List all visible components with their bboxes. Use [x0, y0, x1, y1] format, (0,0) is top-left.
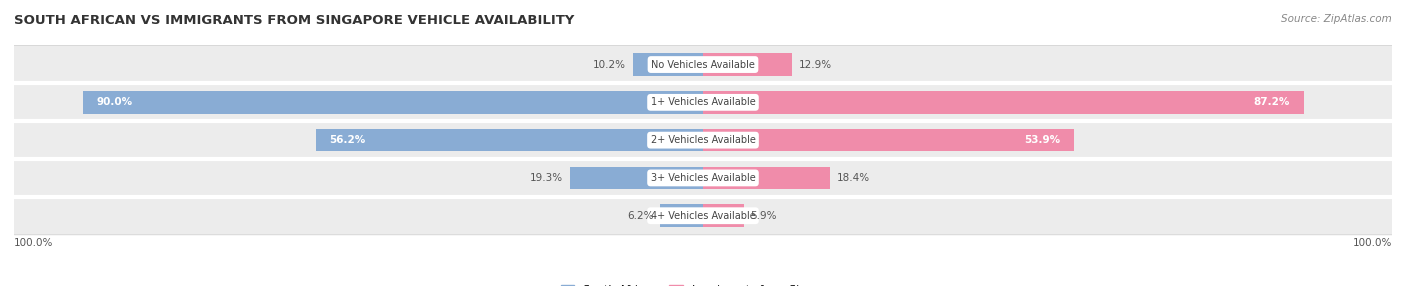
FancyBboxPatch shape	[0, 197, 1406, 235]
Bar	[703, 53, 792, 76]
Text: 19.3%: 19.3%	[530, 173, 564, 183]
Text: 10.2%: 10.2%	[593, 59, 626, 69]
Bar	[661, 204, 703, 227]
Text: 6.2%: 6.2%	[627, 211, 654, 221]
Bar	[83, 91, 703, 114]
Legend: South African, Immigrants from Singapore: South African, Immigrants from Singapore	[557, 280, 849, 286]
Text: 18.4%: 18.4%	[837, 173, 870, 183]
Bar	[703, 204, 744, 227]
Text: 100.0%: 100.0%	[1353, 238, 1392, 248]
Text: 2+ Vehicles Available: 2+ Vehicles Available	[651, 135, 755, 145]
Bar	[703, 166, 830, 189]
Bar	[633, 53, 703, 76]
Text: 4+ Vehicles Available: 4+ Vehicles Available	[651, 211, 755, 221]
FancyBboxPatch shape	[0, 159, 1406, 197]
Text: No Vehicles Available: No Vehicles Available	[651, 59, 755, 69]
Text: 5.9%: 5.9%	[751, 211, 778, 221]
Text: 12.9%: 12.9%	[799, 59, 832, 69]
Text: SOUTH AFRICAN VS IMMIGRANTS FROM SINGAPORE VEHICLE AVAILABILITY: SOUTH AFRICAN VS IMMIGRANTS FROM SINGAPO…	[14, 14, 575, 27]
Bar	[703, 129, 1074, 152]
Text: 3+ Vehicles Available: 3+ Vehicles Available	[651, 173, 755, 183]
Text: 100.0%: 100.0%	[14, 238, 53, 248]
FancyBboxPatch shape	[0, 83, 1406, 122]
Text: 90.0%: 90.0%	[97, 97, 132, 107]
Bar	[703, 91, 1303, 114]
FancyBboxPatch shape	[0, 121, 1406, 159]
Text: Source: ZipAtlas.com: Source: ZipAtlas.com	[1281, 14, 1392, 24]
FancyBboxPatch shape	[0, 45, 1406, 84]
Bar	[316, 129, 703, 152]
Bar	[569, 166, 703, 189]
Text: 56.2%: 56.2%	[329, 135, 366, 145]
Text: 87.2%: 87.2%	[1254, 97, 1289, 107]
Text: 53.9%: 53.9%	[1025, 135, 1060, 145]
Text: 1+ Vehicles Available: 1+ Vehicles Available	[651, 97, 755, 107]
